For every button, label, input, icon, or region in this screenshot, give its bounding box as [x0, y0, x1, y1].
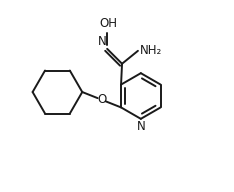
Text: N: N: [136, 120, 145, 133]
Text: O: O: [97, 93, 106, 106]
Text: OH: OH: [99, 17, 117, 30]
Text: N: N: [97, 35, 106, 48]
Text: NH₂: NH₂: [140, 44, 162, 57]
